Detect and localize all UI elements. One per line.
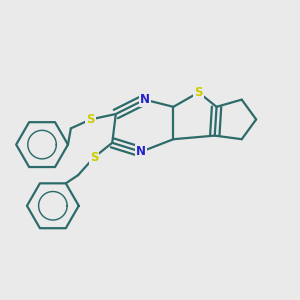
Text: S: S [90, 151, 98, 164]
Text: N: N [136, 145, 146, 158]
Text: N: N [140, 93, 150, 106]
Text: S: S [86, 113, 95, 126]
Text: S: S [194, 86, 203, 99]
